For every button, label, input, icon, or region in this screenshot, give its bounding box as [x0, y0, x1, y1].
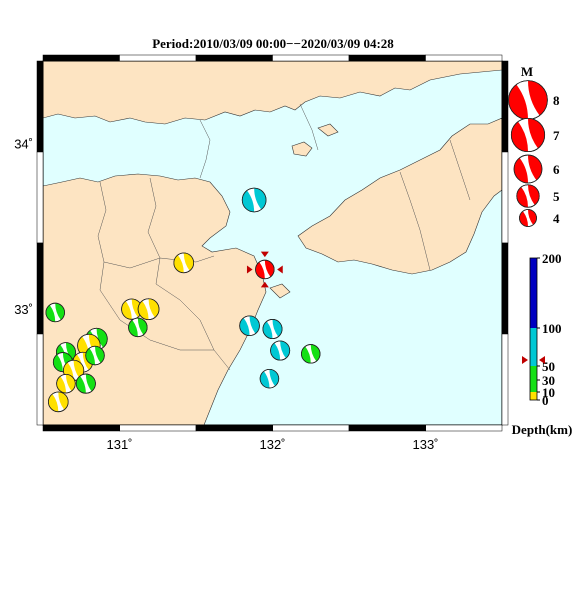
earthquake-event-marker: [241, 187, 267, 213]
latest-event-arrow: [260, 251, 269, 258]
earthquake-event-marker: [137, 298, 160, 321]
magnitude-legend-items: [508, 80, 548, 227]
earthquake-event-marker: [239, 315, 260, 336]
frame-ticks: [36, 54, 509, 432]
depth-ticks: [537, 257, 540, 401]
lat-label-33: 33˚: [14, 302, 33, 317]
latest-event-markers: [246, 251, 283, 288]
magnitude-legend: M 8 7 6 5 4: [508, 64, 560, 227]
event-markers: [45, 187, 321, 413]
depth-marker: [522, 356, 545, 364]
earthquake-event-marker: [128, 317, 148, 338]
mag-legend-label-4: 4: [553, 211, 560, 226]
earthquake-event-marker: [270, 340, 291, 361]
land-shikoku: [297, 117, 502, 275]
lon-label-133: 133˚: [412, 437, 438, 452]
earthquake-event-marker: [48, 391, 69, 413]
earthquake-event-marker: [45, 302, 65, 323]
depth-label-0: 0: [542, 393, 549, 408]
land-honshu: [43, 61, 502, 125]
latitude-labels: 34˚ 33˚: [14, 137, 33, 317]
mag-legend-ball-5: [516, 184, 540, 208]
mag-legend-ball-4: [519, 209, 537, 227]
depth-label-50: 50: [542, 359, 555, 374]
mag-legend-label-8: 8: [553, 93, 560, 108]
earthquake-event-marker: [259, 368, 280, 389]
mag-legend-label-7: 7: [553, 128, 560, 143]
latest-event-arrow: [260, 281, 269, 288]
mag-legend-ball-8: [508, 80, 548, 120]
lon-label-131: 131˚: [106, 437, 132, 452]
latest-event-marker: [255, 259, 275, 280]
earthquake-event-marker: [301, 344, 321, 364]
longitude-labels: 131˚ 132˚ 133˚: [106, 437, 438, 452]
land-island: [317, 123, 339, 137]
map-area: [36, 54, 509, 432]
depth-label-10: 10: [542, 385, 555, 400]
lon-label-132: 132˚: [259, 437, 285, 452]
earthquake-event-marker: [173, 252, 195, 274]
prefecture-borders: [97, 103, 471, 371]
mag-legend-ball-7: [510, 117, 546, 153]
mag-legend-label-5: 5: [553, 189, 560, 204]
latest-event-arrow: [277, 265, 283, 274]
mag-legend-ball-6: [513, 154, 543, 184]
land-island: [291, 141, 313, 157]
earthquake-event-marker: [262, 319, 283, 340]
lat-label-34: 34˚: [14, 137, 33, 152]
magnitude-legend-title: M: [521, 64, 533, 79]
land-island: [269, 283, 291, 299]
earthquake-event-marker: [85, 345, 105, 366]
mag-legend-label-6: 6: [553, 162, 560, 177]
map-title: Period:2010/03/09 00:00−−2020/03/09 04:2…: [152, 36, 394, 51]
depth-label-200: 200: [542, 251, 562, 266]
depth-label-100: 100: [542, 321, 562, 336]
earthquake-event-marker: [75, 373, 96, 394]
earthquake-event-marker: [56, 373, 76, 394]
latest-event-arrow: [246, 265, 253, 274]
depth-legend-title: Depth(km): [512, 422, 573, 437]
depth-label-30: 30: [542, 373, 555, 388]
depth-legend: 0 10 30 50 100 200 Depth(km): [512, 251, 573, 437]
depth-color-bar: [529, 257, 538, 401]
